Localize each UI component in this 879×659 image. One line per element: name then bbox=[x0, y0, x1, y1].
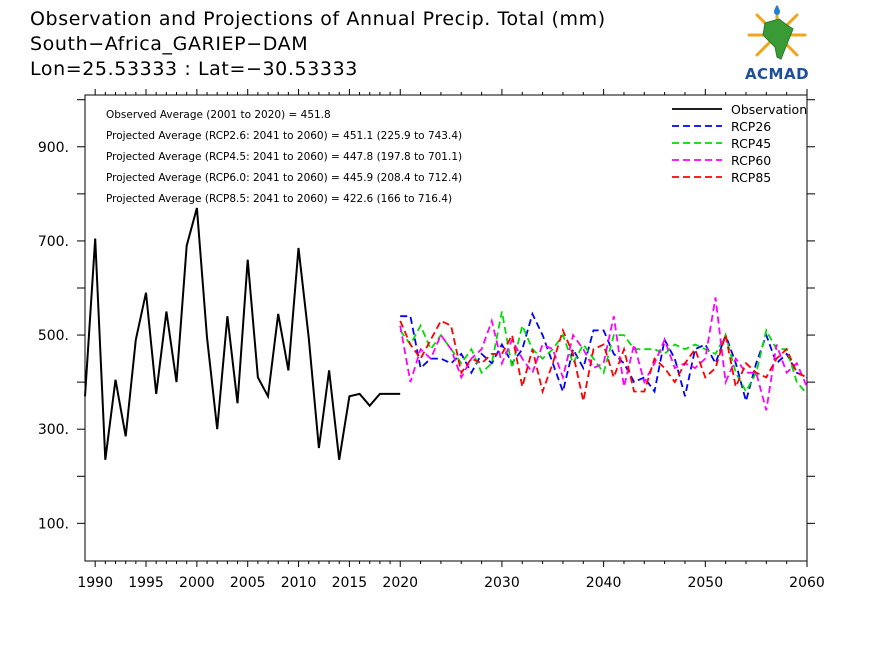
chart-title-line-1: Observation and Projections of Annual Pr… bbox=[30, 8, 606, 30]
x-tick-label: 2060 bbox=[789, 575, 825, 591]
chart-title-line-3: Lon=25.53333 : Lat=−30.53333 bbox=[30, 58, 358, 80]
x-tick-label: 2040 bbox=[586, 575, 622, 591]
plot-frame bbox=[84, 94, 808, 562]
annotation-text: Observed Average (2001 to 2020) = 451.8 bbox=[106, 109, 331, 121]
series-line-rcp85 bbox=[399, 319, 808, 402]
x-tick-label: 2050 bbox=[687, 575, 723, 591]
series-line-rcp26 bbox=[400, 311, 808, 405]
x-tick-label: 2010 bbox=[281, 575, 317, 591]
axis-ticks: 1990 1995 2000 2005 2010 2015 2020 2030 2040 2050… bbox=[38, 89, 825, 591]
series-line-observation bbox=[84, 207, 401, 460]
annotation-text: Projected Average (RCP2.6: 2041 to 2060)… bbox=[106, 130, 462, 142]
x-tick-label: 1995 bbox=[128, 575, 164, 591]
legend-label-rcp85: RCP85 bbox=[731, 170, 771, 185]
legend: Observation RCP26 RCP45 RCP60 RCP85 bbox=[672, 102, 807, 185]
series-layer bbox=[84, 207, 808, 460]
acmad-logo: ACMAD bbox=[735, 5, 819, 85]
x-tick-label: 1990 bbox=[77, 575, 113, 591]
x-tick-label: 2005 bbox=[230, 575, 266, 591]
series-line-rcp45 bbox=[399, 311, 808, 395]
annotation-text: Projected Average (RCP8.5: 2041 to 2060)… bbox=[106, 193, 452, 205]
x-tick-label: 2015 bbox=[332, 575, 368, 591]
legend-label-rcp60: RCP60 bbox=[731, 153, 771, 168]
annotations: Observed Average (2001 to 2020) = 451.8 P… bbox=[106, 109, 462, 205]
y-tick-label: 100. bbox=[38, 516, 69, 532]
annotation-text: Projected Average (RCP4.5: 2041 to 2060)… bbox=[106, 151, 462, 163]
x-tick-label: 2000 bbox=[179, 575, 215, 591]
annotation-text: Projected Average (RCP6.0: 2041 to 2060)… bbox=[106, 172, 462, 184]
legend-label-rcp45: RCP45 bbox=[731, 136, 771, 151]
y-tick-label: 900. bbox=[38, 140, 69, 156]
y-tick-label: 300. bbox=[38, 422, 69, 438]
x-tick-label: 2030 bbox=[484, 575, 520, 591]
legend-label-rcp26: RCP26 bbox=[731, 119, 771, 134]
x-tick-label: 2020 bbox=[382, 575, 418, 591]
africa-map-logo-icon bbox=[747, 5, 807, 60]
y-tick-label: 500. bbox=[38, 328, 69, 344]
y-tick-label: 700. bbox=[38, 234, 69, 250]
legend-label-observation: Observation bbox=[731, 102, 807, 117]
chart-title-line-2: South−Africa_GARIEP−DAM bbox=[30, 33, 309, 55]
series-line-rcp60 bbox=[399, 297, 808, 411]
acmad-logo-text: ACMAD bbox=[744, 65, 810, 83]
